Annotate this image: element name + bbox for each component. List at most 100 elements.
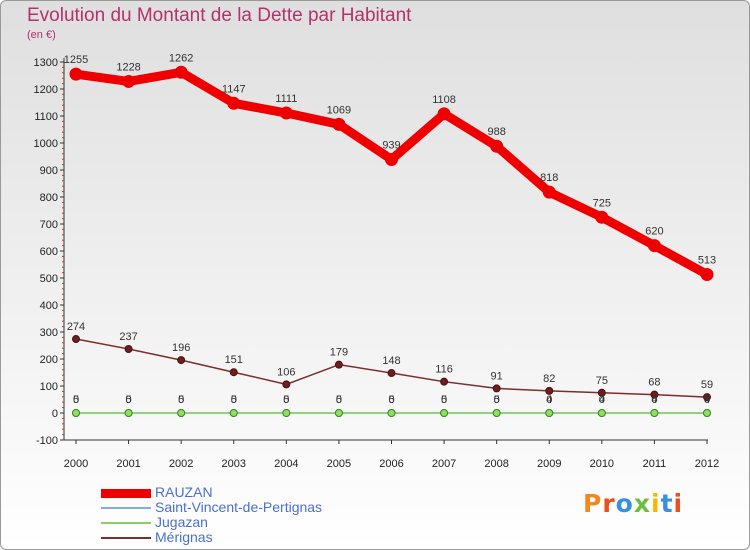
y-tick-label: 100 xyxy=(40,381,58,393)
data-label-3: 237 xyxy=(119,331,137,343)
data-label-0: 1147 xyxy=(222,83,246,95)
logo-letter: P xyxy=(583,489,603,518)
y-tick-label: 0 xyxy=(52,408,58,420)
data-label-1: 0 xyxy=(231,394,237,406)
chart-title: Evolution du Montant de la Dette par Hab… xyxy=(27,5,412,26)
data-label-1: 0 xyxy=(336,394,342,406)
series-point-3 xyxy=(440,377,449,386)
data-label-3: 75 xyxy=(596,375,608,387)
data-label-2: 5 xyxy=(231,394,237,406)
y-tick-label: 300 xyxy=(40,327,58,339)
y-tick-label: 800 xyxy=(40,192,58,204)
series-point-0 xyxy=(595,210,609,224)
data-label-0: 1111 xyxy=(275,93,297,105)
data-label-3: 151 xyxy=(225,354,243,366)
proxiti-logo: Proxiti xyxy=(583,489,683,518)
data-label-0: 513 xyxy=(698,254,716,266)
x-tick-label: 2001 xyxy=(116,458,140,470)
legend-swatch-saint-vincent xyxy=(101,507,151,509)
series-point-3 xyxy=(177,356,186,365)
data-label-3: 116 xyxy=(435,364,453,376)
data-label-3: 148 xyxy=(382,355,400,367)
x-tick-label: 2012 xyxy=(695,458,719,470)
data-label-0: 1108 xyxy=(432,94,456,106)
series-point-2 xyxy=(597,409,606,417)
data-label-2: 5 xyxy=(441,394,447,406)
data-label-3: 68 xyxy=(648,377,660,389)
logo-letter: r xyxy=(602,489,616,518)
series-point-2 xyxy=(492,409,501,417)
series-point-2 xyxy=(650,409,659,417)
y-tick-label: 200 xyxy=(40,354,58,366)
y-tick-label: 400 xyxy=(40,300,58,312)
data-label-2: 5 xyxy=(388,394,394,406)
data-label-0: 1255 xyxy=(64,54,88,66)
series-point-3 xyxy=(334,360,343,369)
x-tick-label: 2005 xyxy=(327,458,351,470)
legend-label-rauzan: RAUZAN xyxy=(155,484,213,500)
data-label-0: 620 xyxy=(645,226,663,238)
x-tick-label: 2003 xyxy=(222,458,246,470)
data-label-1: 0 xyxy=(546,394,552,406)
series-point-0 xyxy=(647,239,661,253)
y-tick-label: -100 xyxy=(36,435,58,447)
y-tick-label: 500 xyxy=(40,273,58,285)
series-point-0 xyxy=(490,139,504,153)
series-point-3 xyxy=(387,369,396,378)
x-tick-label: 2011 xyxy=(643,458,667,470)
data-label-2: 5 xyxy=(336,394,342,406)
series-point-2 xyxy=(440,409,449,417)
legend-label-saint-vincent: Saint-Vincent-de-Pertignas xyxy=(155,499,323,515)
data-label-3: 106 xyxy=(277,366,295,378)
data-label-2: 5 xyxy=(283,394,289,406)
series-point-3 xyxy=(703,393,711,402)
data-label-1: 0 xyxy=(283,394,289,406)
data-label-2: 4 xyxy=(704,394,710,406)
data-label-2: 4 xyxy=(599,394,605,406)
data-label-0: 725 xyxy=(593,197,611,209)
y-tick-label: 1100 xyxy=(34,111,58,123)
data-label-1: 0 xyxy=(704,394,710,406)
series-point-2 xyxy=(282,409,291,417)
chart-subtitle: (en €) xyxy=(27,29,56,41)
data-label-0: 988 xyxy=(487,126,505,138)
logo-letter: o xyxy=(615,489,634,518)
series-point-2 xyxy=(177,409,186,417)
data-label-1: 0 xyxy=(599,394,605,406)
data-label-1: 0 xyxy=(494,394,500,406)
series-point-3 xyxy=(650,390,659,399)
data-label-1: 0 xyxy=(441,394,447,406)
data-label-2: 4 xyxy=(546,394,552,406)
series-point-0 xyxy=(122,74,136,88)
data-label-3: 59 xyxy=(701,379,713,391)
y-tick-label: 1000 xyxy=(34,138,58,150)
legend-swatch-jugazan xyxy=(101,522,151,524)
data-label-3: 274 xyxy=(67,321,85,333)
series-point-0 xyxy=(69,67,83,81)
series-point-0 xyxy=(227,96,241,110)
logo-letter: x xyxy=(633,489,651,518)
y-tick-label: 900 xyxy=(40,165,58,177)
series-point-0 xyxy=(385,152,398,166)
legend-label-jugazan: Jugazan xyxy=(155,514,208,530)
x-tick-label: 2002 xyxy=(169,458,193,470)
series-point-3 xyxy=(597,388,606,397)
data-label-2: 5 xyxy=(494,394,500,406)
series-point-2 xyxy=(703,409,711,417)
data-label-2: 4 xyxy=(651,394,657,406)
legend-swatch-merignas xyxy=(101,537,151,539)
series-point-2 xyxy=(72,409,80,417)
series-point-0 xyxy=(279,106,293,120)
series-point-3 xyxy=(229,368,238,377)
data-label-2: 5 xyxy=(73,394,79,406)
data-label-0: 1069 xyxy=(327,104,351,116)
series-point-0 xyxy=(332,117,346,131)
logo-letter: t xyxy=(660,489,674,518)
data-label-0: 939 xyxy=(382,139,400,151)
series-point-2 xyxy=(334,409,343,417)
data-label-2: 5 xyxy=(178,394,184,406)
data-label-3: 179 xyxy=(330,347,348,359)
logo-letter: i xyxy=(673,489,684,518)
series-line-3 xyxy=(75,338,708,398)
